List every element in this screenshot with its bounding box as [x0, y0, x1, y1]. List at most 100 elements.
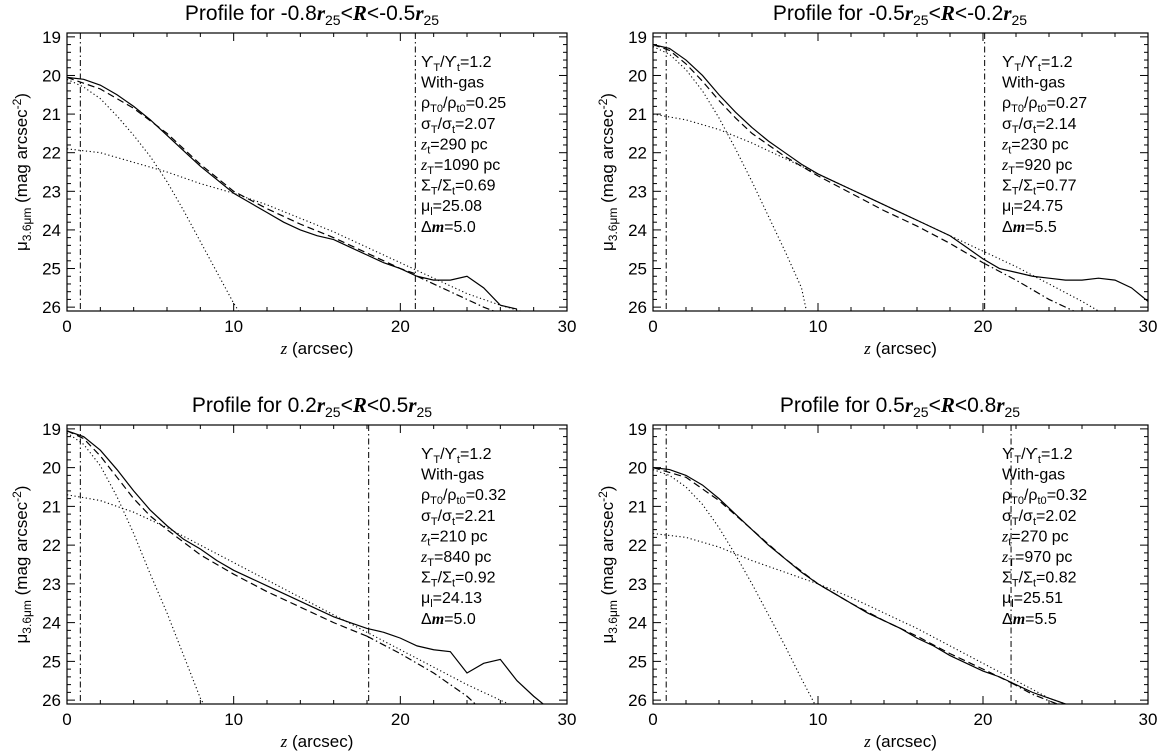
y-axis-label: μ3.6μm (mag arcsec-2) — [596, 486, 620, 644]
parameter-annotation: ϒT/ϒt=1.2 — [421, 54, 492, 74]
y-tick-label: 23 — [42, 575, 61, 594]
parameter-annotation: ρT0/ρt0=0.27 — [1002, 95, 1087, 115]
y-tick-label: 22 — [42, 536, 61, 555]
x-tick-label: 0 — [648, 317, 657, 336]
series-line-dotted — [653, 46, 807, 311]
parameter-annotation: μl=24.13 — [421, 590, 482, 610]
y-tick-label: 21 — [42, 105, 61, 124]
y-tick-label: 23 — [628, 182, 647, 201]
x-axis-label: z (arcsec) — [863, 339, 937, 358]
y-tick-label: 19 — [628, 28, 647, 47]
parameter-annotation: μl=25.51 — [1002, 590, 1063, 610]
parameter-annotation: With-gas — [1002, 75, 1065, 92]
chart-panel: Profile for 0.5r25<R<0.8r25 0 10 20 30 19 20 21… — [596, 393, 1157, 751]
parameter-annotation: With-gas — [421, 467, 484, 484]
series-line-solid — [653, 467, 1066, 704]
parameter-annotation: zt=210 pc — [420, 528, 488, 548]
y-tick-label: 25 — [42, 260, 61, 279]
series-line-dashed — [653, 44, 984, 264]
chart-title: Profile for 0.5r25<R<0.8r25 — [780, 393, 1020, 420]
y-tick-label: 23 — [628, 575, 647, 594]
x-tick-label: 10 — [809, 710, 828, 729]
y-tick-label: 19 — [42, 420, 61, 439]
y-axis-label: μ3.6μm (mag arcsec-2) — [10, 486, 34, 644]
parameter-annotation: ϒT/ϒt=1.2 — [421, 446, 492, 466]
parameter-annotation: Δm=5.5 — [1002, 219, 1057, 236]
y-axis-label: μ3.6μm (mag arcsec-2) — [10, 93, 34, 251]
parameter-annotation: zT=920 pc — [1001, 157, 1072, 177]
y-tick-label: 24 — [628, 614, 647, 633]
x-tick-label: 10 — [809, 317, 828, 336]
series-line-dotted — [67, 78, 240, 311]
x-tick-label: 0 — [62, 710, 71, 729]
series-line-dotted — [67, 148, 521, 311]
series-line-solid — [653, 43, 1148, 302]
x-tick-label: 20 — [974, 710, 993, 729]
parameter-annotation: ϒT/ϒt=1.2 — [1002, 54, 1073, 74]
parameter-annotation: ρT0/ρt0=0.32 — [1002, 487, 1087, 507]
y-tick-label: 22 — [42, 144, 61, 163]
parameter-annotation: ρT0/ρt0=0.25 — [421, 95, 506, 115]
parameter-annotation: Δm=5.0 — [421, 219, 476, 236]
x-tick-label: 10 — [224, 317, 243, 336]
parameter-annotation: Δm=5.0 — [421, 611, 476, 628]
series-line-dashed — [67, 76, 418, 275]
y-tick-label: 20 — [628, 66, 647, 85]
parameter-annotation: μl=25.08 — [421, 198, 482, 218]
y-tick-label: 26 — [628, 298, 647, 317]
parameter-annotation: zT=840 pc — [420, 549, 491, 569]
x-axis-label: z (arcsec) — [280, 732, 354, 751]
y-tick-label: 21 — [628, 105, 647, 124]
series-line-solid — [67, 76, 518, 310]
x-tick-label: 0 — [648, 710, 657, 729]
x-axis-label: z (arcsec) — [863, 732, 937, 751]
y-tick-label: 24 — [628, 221, 647, 240]
parameter-annotation: σT/σt=2.02 — [1002, 508, 1077, 528]
y-tick-label: 25 — [42, 652, 61, 671]
x-tick-label: 20 — [974, 317, 993, 336]
parameter-annotation: ΣT/Σt=0.82 — [1002, 570, 1077, 590]
y-tick-label: 19 — [42, 28, 61, 47]
y-tick-label: 22 — [628, 144, 647, 163]
parameter-annotation: zt=290 pc — [420, 136, 488, 156]
y-tick-label: 22 — [628, 536, 647, 555]
x-tick-label: 30 — [1139, 317, 1158, 336]
y-tick-label: 20 — [42, 459, 61, 478]
series-line-dashdot — [982, 262, 1075, 311]
chart-title: Profile for -0.8r25<R<-0.5r25 — [185, 1, 439, 28]
series-line-dashed — [67, 430, 368, 637]
series-line-dotted — [67, 432, 205, 704]
x-tick-label: 0 — [62, 317, 71, 336]
parameter-annotation: zt=230 pc — [1001, 136, 1069, 156]
y-tick-label: 21 — [42, 497, 61, 516]
x-tick-label: 20 — [391, 317, 410, 336]
parameter-annotation: Δm=5.5 — [1002, 611, 1057, 628]
plot-frame — [66, 424, 568, 705]
x-tick-label: 30 — [558, 317, 577, 336]
plot-frame — [652, 424, 1149, 705]
chart-panel: Profile for 0.2r25<R<0.5r25 0 10 20 30 19 20 21… — [10, 393, 576, 751]
chart-title: Profile for -0.5r25<R<-0.2r25 — [773, 1, 1027, 28]
series-line-dotted — [653, 532, 1066, 704]
y-tick-label: 25 — [628, 260, 647, 279]
plot-frame — [652, 32, 1149, 312]
x-tick-label: 20 — [391, 710, 410, 729]
parameter-annotation: zt=270 pc — [1001, 528, 1069, 548]
y-tick-label: 26 — [42, 298, 61, 317]
parameter-annotation: ΣT/Σt=0.69 — [421, 178, 496, 198]
parameter-annotation: zT=1090 pc — [420, 157, 500, 177]
series-line-solid — [67, 430, 545, 704]
chart-panel: Profile for -0.8r25<R<-0.5r25 0 10 20 30 19 20… — [10, 1, 576, 358]
parameter-annotation: ρT0/ρt0=0.32 — [421, 487, 506, 507]
y-tick-label: 19 — [628, 420, 647, 439]
series-line-dashdot — [366, 635, 476, 704]
y-tick-label: 26 — [42, 691, 61, 710]
y-tick-label: 24 — [42, 614, 61, 633]
x-tick-label: 30 — [1139, 710, 1158, 729]
parameter-annotation: σT/σt=2.21 — [421, 508, 496, 528]
x-axis-label: z (arcsec) — [280, 339, 354, 358]
series-line-dotted — [653, 469, 816, 704]
parameter-annotation: ϒT/ϒt=1.2 — [1002, 446, 1073, 466]
parameter-annotation: μl=24.75 — [1002, 198, 1063, 218]
